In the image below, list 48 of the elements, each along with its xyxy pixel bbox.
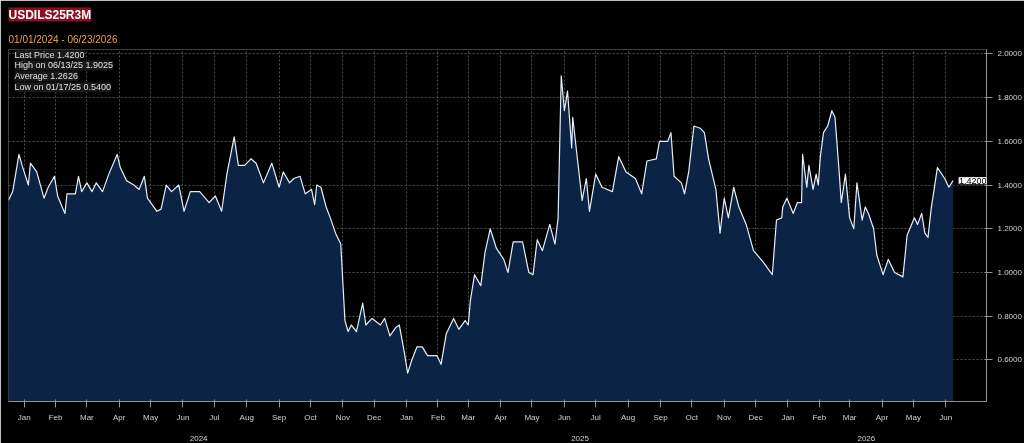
- x-tick-label: Jan: [400, 412, 414, 422]
- y-tick-label: 1.8000: [997, 93, 1023, 103]
- y-tick-label: 0.6000: [997, 355, 1023, 365]
- y-tick-label: 0.8000: [997, 311, 1023, 321]
- x-tick-label: May: [524, 412, 540, 422]
- x-tick-label: Mar: [79, 412, 95, 422]
- x-tick-label: Jun: [939, 412, 953, 422]
- x-tick-label: May: [905, 412, 921, 422]
- annotation: Average 1.2626: [14, 71, 78, 82]
- x-tick-label: Oct: [685, 412, 699, 422]
- x2-tick-label: 2026: [857, 433, 876, 443]
- x-tick-label: Jan: [17, 412, 31, 422]
- y-tick-label: 2.0000: [997, 49, 1023, 59]
- x-tick-label: Aug: [620, 412, 636, 422]
- x-tick-label: Jun: [557, 412, 571, 422]
- y-tick-label: 1.6000: [997, 136, 1023, 146]
- x-tick-label: Jul: [590, 412, 602, 422]
- x-tick-label: Feb: [48, 412, 63, 422]
- x-tick-label: Jun: [176, 412, 190, 422]
- x-tick-label: Mar: [461, 412, 476, 422]
- x-tick-label: Sep: [272, 412, 287, 422]
- x-tick-label: Mar: [842, 412, 857, 422]
- chart-title: USDILS25R3M: [8, 7, 92, 22]
- y-tick-label: 1.4000: [997, 180, 1023, 190]
- x2-tick-label: 2025: [571, 433, 590, 443]
- x-tick-label: Dec: [367, 412, 382, 422]
- x-tick-label: Feb: [431, 412, 446, 422]
- x-tick-label: May: [143, 412, 159, 422]
- x-tick-label: Apr: [113, 412, 126, 422]
- annotation: High on 06/13/25 1.9025: [14, 60, 114, 71]
- x-tick-label: Aug: [239, 412, 254, 422]
- x-tick-label: Jul: [209, 412, 220, 422]
- annotation: Low on 01/17/25 0.5400: [14, 82, 112, 93]
- x2-tick-label: 2024: [189, 433, 209, 443]
- x-tick-label: Nov: [717, 412, 732, 422]
- x-tick-label: Dec: [748, 412, 763, 422]
- x-tick-label: Oct: [304, 412, 318, 422]
- annotation: Last Price 1.4200: [14, 49, 85, 60]
- x-tick-label: Feb: [812, 412, 827, 422]
- x-tick-label: Nov: [335, 412, 350, 422]
- annotation: 1.4200: [959, 175, 987, 186]
- chart-subtitle: 01/01/2024 - 06/23/2026: [8, 33, 118, 45]
- x-tick-label: Jan: [781, 412, 795, 422]
- x-tick-label: Apr: [494, 412, 508, 422]
- y-tick-label: 1.0000: [997, 268, 1023, 278]
- y-tick-label: 1.2000: [997, 224, 1023, 234]
- x-tick-label: Apr: [875, 412, 889, 422]
- x-tick-label: Sep: [653, 412, 669, 422]
